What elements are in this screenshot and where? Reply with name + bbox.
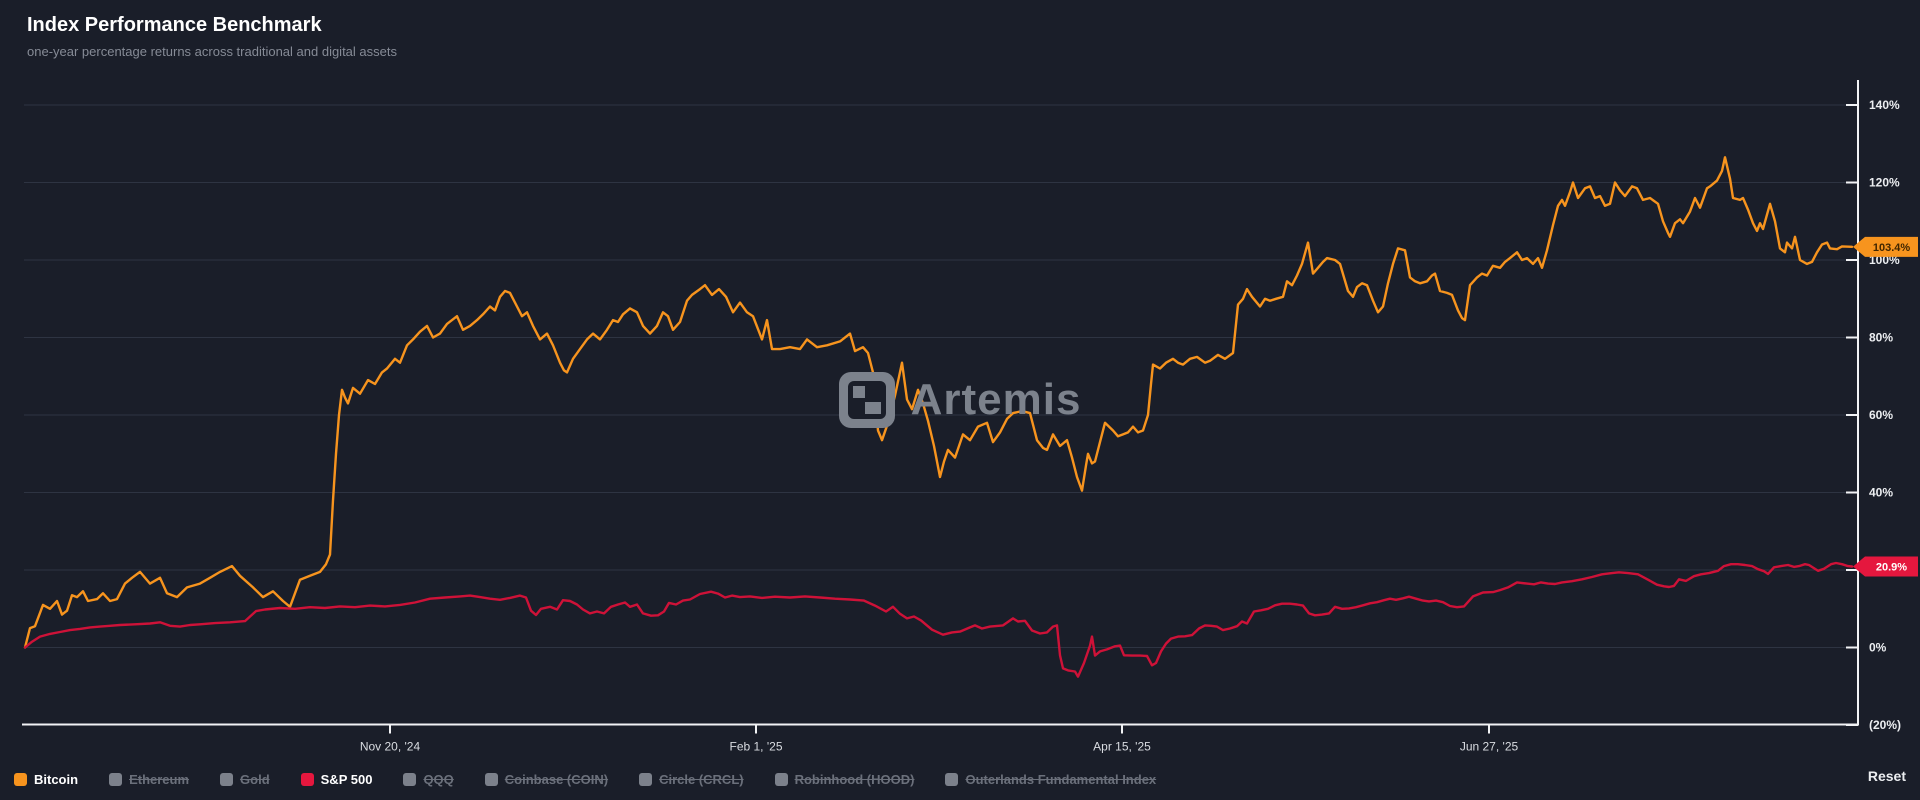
legend-item-label: Coinbase (COIN) xyxy=(504,771,609,787)
chart-legend: Bitcoin Ethereum Gold S&P 500 QQQ Coinbase (C… xyxy=(14,766,1156,792)
legend-item-outerlands-fundamental-index[interactable]: Outerlands Fundamental Index xyxy=(945,772,1156,787)
x-axis-label: Jun 27, '25 xyxy=(1460,740,1519,754)
legend-item-coinbase-coin[interactable]: Coinbase (COIN) xyxy=(484,771,609,787)
legend-item-bitcoin[interactable]: Bitcoin xyxy=(14,772,78,787)
x-axis-label: Apr 15, '25 xyxy=(1093,740,1151,754)
y-axis-label: 60% xyxy=(1869,408,1893,422)
page-title: Index Performance Benchmark xyxy=(27,14,322,36)
legend-item-label: Gold xyxy=(240,771,270,787)
legend-swatch-icon xyxy=(403,772,417,786)
legend-item-qqq[interactable]: QQQ xyxy=(403,771,454,787)
legend-swatch-icon xyxy=(109,772,123,786)
legend-item-label: Outerlands Fundamental Index xyxy=(965,771,1157,787)
legend-swatch-icon xyxy=(484,772,498,786)
reset-zoom-button[interactable]: Reset xyxy=(1867,768,1906,784)
legend-swatch-icon xyxy=(774,772,788,786)
y-axis-label: 140% xyxy=(1869,98,1900,112)
bitcoin-value-tag xyxy=(1853,236,1918,257)
y-axis-label: (20%) xyxy=(1869,718,1901,732)
y-axis-label: 40% xyxy=(1869,486,1893,500)
legend-item-s-p-500[interactable]: S&P 500 xyxy=(300,771,373,787)
legend-item-robinhood-hood[interactable]: Robinhood (HOOD) xyxy=(774,771,915,787)
legend-item-label: QQQ xyxy=(423,771,454,787)
y-axis-label: 80% xyxy=(1869,331,1893,345)
s-p-500-value-tag-label: 20.9% xyxy=(1876,562,1907,574)
legend-item-circle-crcl[interactable]: Circle (CRCL) xyxy=(639,772,744,787)
legend-item-label: S&P 500 xyxy=(320,771,373,787)
chart-header: Index Performance Benchmark one-year per… xyxy=(27,12,397,59)
bitcoin-series-line[interactable] xyxy=(23,156,1854,649)
legend-item-label: Robinhood (HOOD) xyxy=(794,771,915,787)
legend-swatch-icon xyxy=(639,772,653,786)
legend-item-label: Ethereum xyxy=(129,771,190,787)
legend-item-gold[interactable]: Gold xyxy=(220,772,270,787)
y-axis-label: 0% xyxy=(1869,641,1887,655)
legend-swatch-icon xyxy=(14,772,27,786)
legend-swatch-icon xyxy=(300,772,314,786)
bitcoin-value-tag-label: 103.4% xyxy=(1873,242,1911,254)
legend-swatch-icon xyxy=(945,772,959,786)
legend-swatch-icon xyxy=(220,772,234,786)
s-p-500-series-line[interactable] xyxy=(23,561,1854,678)
y-axis-label: 120% xyxy=(1869,176,1900,190)
x-axis-label: Feb 1, '25 xyxy=(730,740,783,754)
legend-item-label: Circle (CRCL) xyxy=(659,771,744,787)
page-subtitle: one-year percentage returns across tradi… xyxy=(27,44,397,59)
legend-item-label: Bitcoin xyxy=(34,771,79,787)
legend-item-ethereum[interactable]: Ethereum xyxy=(109,772,189,787)
x-axis-label: Nov 20, '24 xyxy=(360,740,421,754)
s-p-500-value-tag xyxy=(1853,556,1918,577)
